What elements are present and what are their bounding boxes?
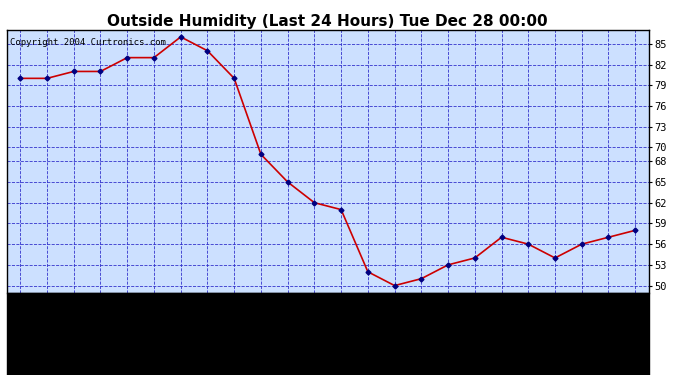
Title: Outside Humidity (Last 24 Hours) Tue Dec 28 00:00: Outside Humidity (Last 24 Hours) Tue Dec… [108,14,548,29]
Text: Copyright 2004 Curtronics.com: Copyright 2004 Curtronics.com [10,38,166,47]
